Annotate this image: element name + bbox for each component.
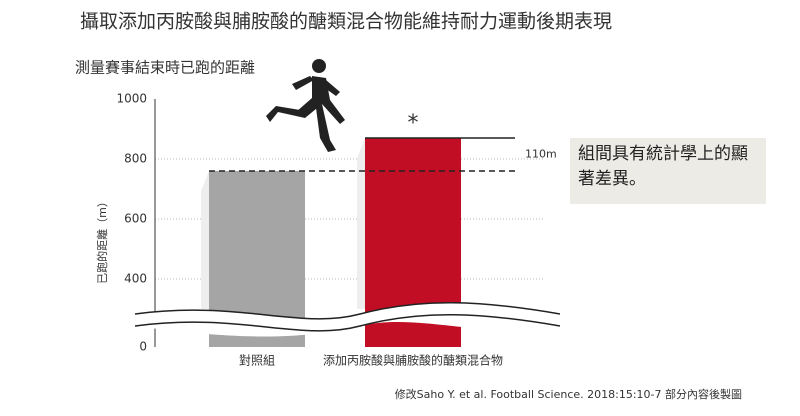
y-tick-label: 400 [124,272,147,286]
runner-icon [266,59,345,152]
chart-title: 攝取添加丙胺酸與脯胺酸的醣類混合物能維持耐力運動後期表現 [80,11,612,33]
source: 修改Saho Y. et al. Football Science. 2018:… [394,388,742,401]
shade [357,138,365,309]
difference-label: 110m [525,148,557,161]
axis-break-line [134,302,561,320]
y-tick-label: 0 [139,340,147,354]
y-tick-label: 800 [124,152,147,166]
x-tick-label: 對照組 [239,354,275,368]
shade [201,171,209,309]
x-tick-label: 添加丙胺酸與脯胺酸的醣類混合物 [323,353,503,368]
axis-break [135,302,560,337]
axis-break-line [134,314,561,332]
y-tick-label: 600 [124,212,147,226]
significance-mark: * [408,111,419,136]
y-tick-label: 1000 [116,92,147,106]
chart-subtitle: 測量賽事結束時已跑的距離 [75,59,255,77]
y-axis-label: 已跑的距離（m） [95,196,109,284]
note-box: 組間具有統計學上的顯著差異。 [570,138,766,204]
